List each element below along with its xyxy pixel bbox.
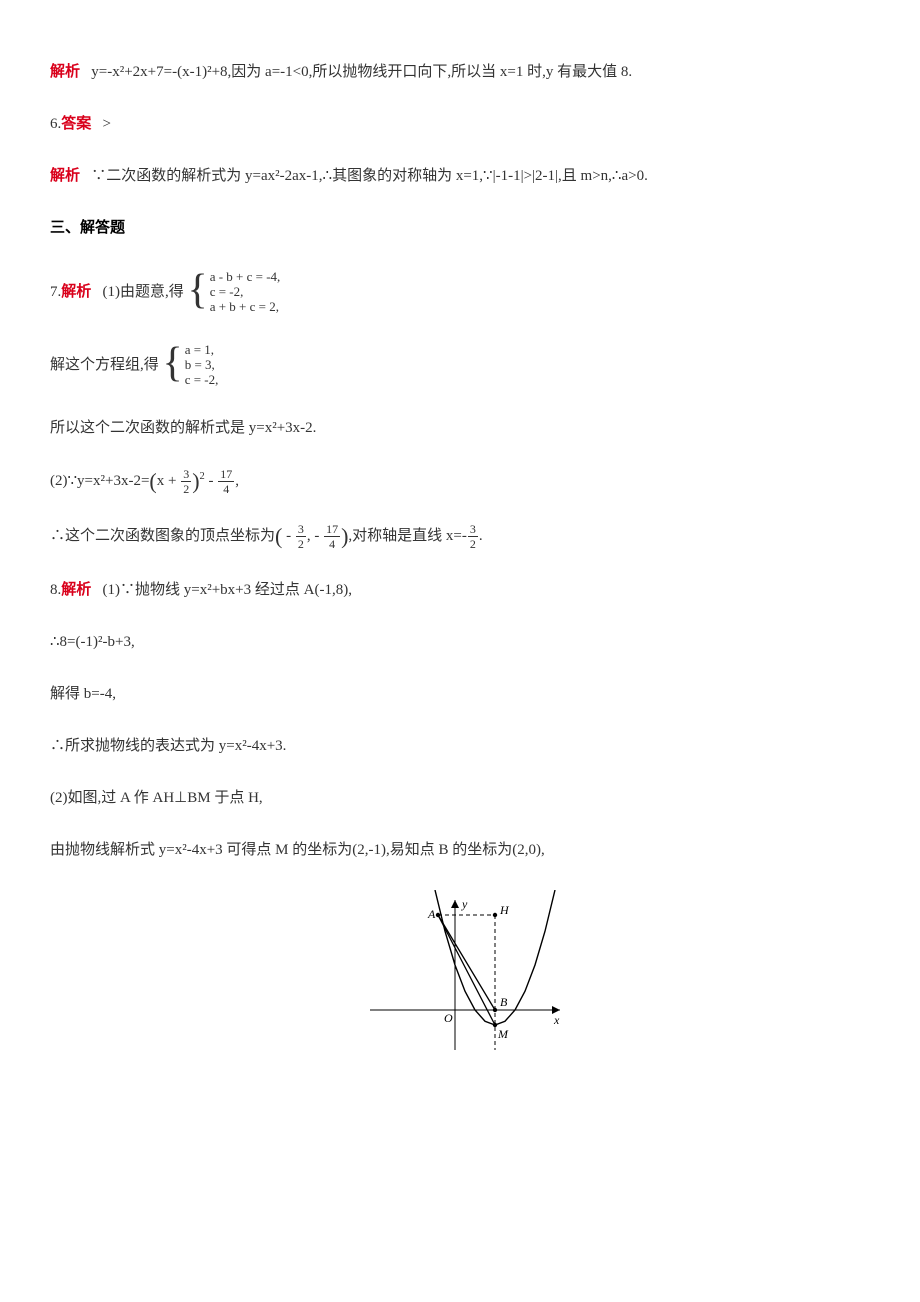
frac-num: 3 (468, 523, 478, 537)
label-jiexi-4: 解析 (61, 582, 91, 598)
q7-sys1-r2: c = -2, (210, 285, 281, 300)
q7-lead: (1)由题意,得 (103, 284, 184, 300)
frac-vx: 3 2 (296, 523, 306, 550)
q8-line2: ∴8=(-1)²-b+3, (50, 630, 870, 654)
q7-sys1-r1: a - b + c = -4, (210, 270, 281, 285)
close-paren: ) (192, 468, 199, 493)
frac-num: 17 (218, 468, 234, 482)
frac-num: 3 (296, 523, 306, 537)
q6-prefix: 6. (50, 116, 61, 132)
brace-icon-2: { (163, 342, 183, 384)
q6-explain-text: ∵二次函数的解析式为 y=ax²-2ax-1,∴其图象的对称轴为 x=1,∵|-… (91, 168, 648, 184)
frac-num: 3 (181, 468, 191, 482)
q7-conclusion1: 所以这个二次函数的解析式是 y=x²+3x-2. (50, 416, 870, 440)
q7-line2: 解这个方程组,得 { a = 1, b = 3, c = -2, (50, 343, 870, 388)
q7-line1: 7.解析 (1)由题意,得 { a - b + c = -4, c = -2, … (50, 270, 870, 315)
label-x: x (553, 1013, 560, 1027)
brace-icon: { (188, 269, 208, 311)
q7-p2-a: ∴这个二次函数图象的顶点坐标为 (50, 528, 275, 544)
q7-system2: { a = 1, b = 3, c = -2, (163, 343, 219, 388)
q8-line1: 8.解析 (1)∵抛物线 y=x²+bx+3 经过点 A(-1,8), (50, 578, 870, 602)
open-paren: ( (149, 468, 156, 493)
frac-den: 2 (296, 537, 306, 550)
q8-figure: A H B M O x y (50, 890, 870, 1068)
q6-explain: 解析 ∵二次函数的解析式为 y=ax²-2ax-1,∴其图象的对称轴为 x=1,… (50, 164, 870, 188)
q7-sys2-r2: b = 3, (185, 358, 219, 373)
label-H: H (499, 903, 510, 917)
open-paren-2: ( (275, 523, 282, 548)
frac-den: 2 (181, 482, 191, 495)
frac-axis: 3 2 (468, 523, 478, 550)
q5-explain: 解析 y=-x²+2x+7=-(x-1)²+8,因为 a=-1<0,所以抛物线开… (50, 60, 870, 84)
q8-line4: ∴所求抛物线的表达式为 y=x²-4x+3. (50, 734, 870, 758)
q8-line6: 由抛物线解析式 y=x²-4x+3 可得点 M 的坐标为(2,-1),易知点 B… (50, 838, 870, 862)
q6-answer: 6.答案 > (50, 112, 870, 136)
frac-den: 4 (221, 482, 231, 495)
q7-part2-line2: ∴这个二次函数图象的顶点坐标为( - 3 2 , - 17 4 ),对称轴是直线… (50, 523, 870, 550)
q6-answer-value: > (103, 116, 111, 132)
q5-text: y=-x²+2x+7=-(x-1)²+8,因为 a=-1<0,所以抛物线开口向下… (91, 64, 632, 80)
frac-vy: 17 4 (324, 523, 340, 550)
q7-p2-b: ,对称轴是直线 x=- (348, 528, 466, 544)
parabola-diagram: A H B M O x y (350, 890, 570, 1060)
frac-num: 17 (324, 523, 340, 537)
label-jiexi-3: 解析 (61, 284, 91, 300)
label-O: O (444, 1011, 453, 1025)
q7-prefix: 7. (50, 284, 61, 300)
q7-sys2-r3: c = -2, (185, 373, 219, 388)
frac-x-offset: 3 2 (181, 468, 191, 495)
q8-line3: 解得 b=-4, (50, 682, 870, 706)
label-jiexi: 解析 (50, 64, 80, 80)
frac-den: 2 (468, 537, 478, 550)
frac-const: 17 4 (218, 468, 234, 495)
label-jiexi-2: 解析 (50, 168, 80, 184)
frac-den: 4 (327, 537, 337, 550)
q8-line5: (2)如图,过 A 作 AH⊥BM 于点 H, (50, 786, 870, 810)
label-A: A (427, 907, 436, 921)
label-daan: 答案 (61, 116, 91, 132)
label-B: B (500, 995, 508, 1009)
label-y: y (461, 897, 468, 911)
q7-part2-line1: (2)∵y=x²+3x-2=(x + 3 2 )2 - 17 4 , (50, 468, 870, 495)
label-M: M (497, 1027, 509, 1041)
q7-p2-lead: (2)∵y=x²+3x-2= (50, 473, 149, 489)
q7-sys1-r3: a + b + c = 2, (210, 300, 281, 315)
section-3-heading: 三、解答题 (50, 216, 870, 240)
q8-prefix: 8. (50, 582, 61, 598)
q7-solve-lead: 解这个方程组,得 (50, 357, 159, 373)
q7-system1: { a - b + c = -4, c = -2, a + b + c = 2, (188, 270, 281, 315)
q8-l1-text: (1)∵抛物线 y=x²+bx+3 经过点 A(-1,8), (103, 582, 352, 598)
q7-sys2-r1: a = 1, (185, 343, 219, 358)
